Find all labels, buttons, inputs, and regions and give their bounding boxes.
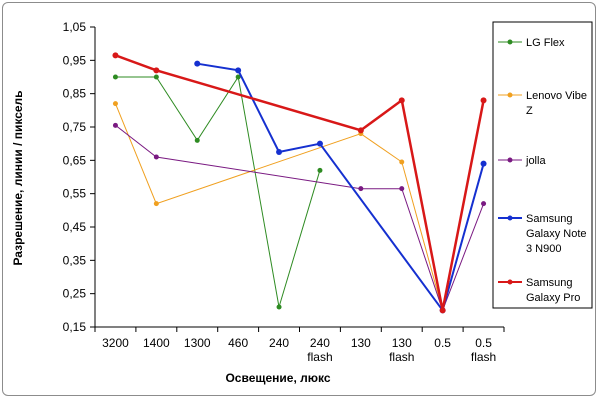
series-line [197, 62, 485, 313]
x-tick-label: 3200 [102, 336, 129, 350]
x-tick-label: 460 [228, 336, 248, 350]
y-tick-label: 0,95 [63, 53, 87, 67]
legend: LG Flex Lenovo Vibe Z jolla Samsung Galaxy No… [492, 21, 593, 309]
series-layer [112, 52, 487, 314]
data-point [112, 74, 118, 80]
data-point [112, 52, 119, 59]
series-line [115, 124, 485, 312]
x-tick-label: 240 flash [307, 336, 332, 364]
series-line [115, 100, 485, 311]
y-tick-label: 1,05 [63, 20, 87, 34]
data-point [153, 67, 160, 74]
data-point [399, 159, 405, 165]
data-point [317, 167, 323, 173]
data-point [358, 186, 364, 192]
legend-marker [507, 39, 513, 45]
data-point [153, 74, 159, 80]
x-tick-label: 1400 [143, 336, 170, 350]
y-tick-label: 0,85 [63, 87, 87, 101]
x-tick-label: 130 [351, 336, 371, 350]
series-line [115, 75, 321, 308]
data-point [235, 74, 241, 80]
series-jolla [112, 122, 487, 313]
y-tick-label: 0,65 [63, 153, 87, 167]
data-point [153, 154, 159, 160]
y-axis-title: Разрешение, линии / пиксель [11, 90, 25, 265]
x-tick-label: 130 flash [389, 336, 414, 364]
series-samsung-galaxy-pro [112, 52, 487, 314]
data-point [112, 101, 118, 107]
x-tick-label: 0.5 flash [471, 336, 496, 364]
data-point [112, 122, 118, 128]
data-point [399, 186, 405, 192]
data-point [235, 67, 242, 74]
data-point [481, 201, 487, 207]
y-tick-label: 0,15 [63, 320, 87, 334]
series-line [115, 54, 485, 311]
data-point [480, 97, 487, 104]
data-point [194, 137, 200, 143]
x-tick-labels: 3200 1400 1300 460 240 240 flash 130 130 flash 0.5… [94, 327, 505, 364]
data-point [153, 201, 159, 207]
data-point [276, 304, 282, 310]
legend-marker [507, 279, 513, 285]
y-tick-label: 0,25 [63, 287, 87, 301]
y-tick-label: 0,45 [63, 220, 87, 234]
y-tick-label: 0,75 [63, 120, 87, 134]
legend-label: LG Flex [526, 37, 565, 49]
data-point [480, 160, 487, 167]
data-point [439, 307, 446, 314]
x-tick-label: 0.5 [434, 336, 451, 350]
y-tick-label: 0,55 [63, 187, 87, 201]
series-lg-flex [112, 74, 323, 310]
legend-box [492, 21, 593, 309]
series-lenovo-vibe-z [112, 97, 487, 313]
y-tick-label: 0,35 [63, 253, 87, 267]
legend-marker [507, 92, 513, 98]
legend-label: Samsung Galaxy Pro [526, 277, 580, 304]
series-samsung-galaxy-note-3-n900 [194, 60, 487, 314]
data-point [316, 140, 323, 147]
legend-marker [507, 215, 513, 221]
legend-label: jolla [525, 155, 546, 167]
legend-label: Samsung Galaxy Note 3 N900 [526, 213, 587, 255]
x-tick-label: 240 [269, 336, 289, 350]
data-point [194, 60, 201, 67]
data-point [357, 127, 364, 134]
data-point [398, 97, 405, 104]
data-point [276, 149, 283, 155]
x-tick-label: 1300 [184, 336, 211, 350]
x-axis-title: Освещение, люкс [225, 371, 330, 385]
y-tick-labels: 1,05 0,95 0,85 0,75 0,65 0,55 0,45 0,35 0,25 0,15 [63, 20, 95, 334]
legend-marker [507, 157, 513, 163]
legend-label: Lenovo Vibe Z [526, 90, 587, 117]
